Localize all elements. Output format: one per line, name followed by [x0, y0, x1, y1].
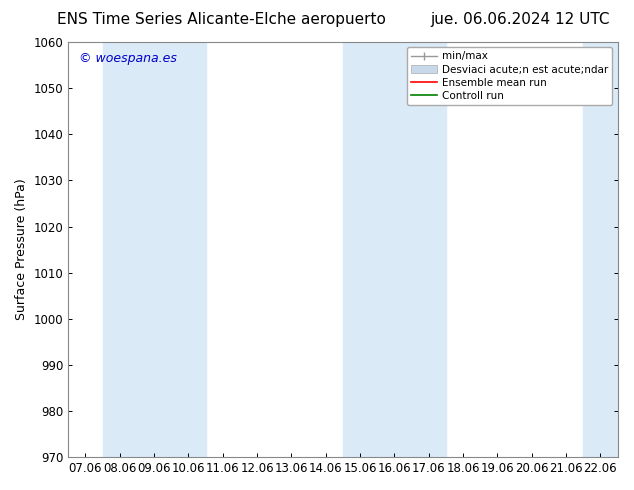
Legend: min/max, Desviaci acute;n est acute;ndar, Ensemble mean run, Controll run: min/max, Desviaci acute;n est acute;ndar…: [406, 47, 612, 105]
Bar: [343, 42, 446, 457]
Bar: [583, 42, 618, 457]
Bar: [103, 42, 205, 457]
Y-axis label: Surface Pressure (hPa): Surface Pressure (hPa): [15, 179, 28, 320]
Text: jue. 06.06.2024 12 UTC: jue. 06.06.2024 12 UTC: [430, 12, 610, 27]
Text: ENS Time Series Alicante-Elche aeropuerto: ENS Time Series Alicante-Elche aeropuert…: [58, 12, 386, 27]
Text: © woespana.es: © woespana.es: [79, 52, 177, 66]
